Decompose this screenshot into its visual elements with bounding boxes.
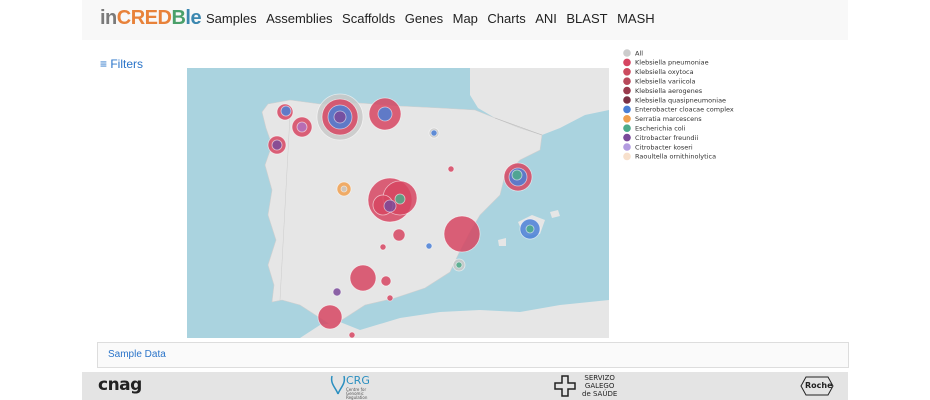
- bubble[interactable]: [340, 185, 348, 193]
- legend-label[interactable]: Enterobacter cloacae complex: [635, 106, 734, 114]
- legend-swatch[interactable]: [623, 68, 631, 76]
- legend-swatch[interactable]: [623, 133, 631, 142]
- crg-icon: [330, 375, 346, 395]
- bubble[interactable]: [392, 228, 406, 242]
- legend-label[interactable]: Klebsiella pneumoniae: [635, 59, 709, 67]
- legend-swatch[interactable]: [623, 105, 631, 114]
- bubble[interactable]: [332, 287, 342, 297]
- bubbles: [267, 93, 541, 338]
- nav-item[interactable]: Scaffolds: [342, 11, 396, 26]
- legend-label[interactable]: Klebsiella quasipneumoniae: [635, 96, 726, 104]
- legend-label[interactable]: Klebsiella variicola: [635, 78, 696, 86]
- bubble[interactable]: [377, 106, 393, 122]
- cnag-logo: cnag: [98, 375, 142, 395]
- bubble[interactable]: [394, 193, 406, 205]
- legend-swatch[interactable]: [623, 86, 631, 95]
- sergas-icon: [554, 375, 576, 397]
- crg-logo: CRG: [346, 374, 370, 387]
- legend-label[interactable]: Serratia marcescens: [635, 115, 702, 123]
- sample-data-panel[interactable]: [97, 342, 849, 368]
- crg-subtitle: Centre for Genomic Regulation: [346, 387, 368, 400]
- sample-data-link[interactable]: Sample Data: [108, 349, 166, 360]
- map[interactable]: [187, 68, 609, 338]
- nav: Samples Assemblies Scaffolds Genes Map Charts…: [206, 11, 655, 26]
- bubble[interactable]: [317, 304, 343, 330]
- border: [494, 117, 543, 136]
- land-africa: [300, 300, 609, 338]
- bubble[interactable]: [430, 129, 438, 137]
- legend-label[interactable]: Citrobacter koseri: [635, 143, 693, 151]
- legend-swatch[interactable]: [623, 49, 631, 57]
- nav-item[interactable]: Map: [452, 11, 478, 26]
- sergas-line: de SAÚDE: [582, 390, 618, 398]
- nav-item[interactable]: Samples: [206, 11, 257, 26]
- legend-swatch[interactable]: [623, 152, 631, 161]
- sergas-logo: SERVIZO GALEGO de SAÚDE: [582, 374, 617, 398]
- logo-part: CRED: [116, 7, 172, 29]
- roche-hexagon: [800, 376, 834, 396]
- footer: [82, 372, 848, 400]
- logo-part: in: [100, 7, 117, 29]
- sergas-line: SERVIZO: [584, 374, 615, 382]
- logo-part: B: [171, 7, 186, 29]
- bubble[interactable]: [447, 165, 455, 173]
- header-bar: [82, 0, 848, 40]
- legend-swatch[interactable]: [623, 143, 631, 151]
- bubble[interactable]: [280, 105, 292, 117]
- nav-item[interactable]: ANI: [535, 11, 557, 26]
- legend-swatch[interactable]: [623, 124, 631, 132]
- legend-label[interactable]: All: [635, 49, 643, 57]
- nav-item[interactable]: Genes: [404, 11, 444, 26]
- bubble[interactable]: [525, 224, 535, 234]
- legend-swatch[interactable]: [623, 96, 631, 104]
- nav-item[interactable]: MASH: [617, 11, 655, 26]
- bubble[interactable]: [386, 294, 394, 302]
- bubble[interactable]: [511, 169, 523, 181]
- legend-label[interactable]: Escherichia coli: [635, 125, 686, 133]
- legend-label[interactable]: Klebsiella oxytoca: [635, 68, 694, 76]
- nav-item[interactable]: Assemblies: [266, 11, 333, 26]
- bubble[interactable]: [383, 199, 397, 213]
- bubble[interactable]: [379, 243, 387, 251]
- bubble[interactable]: [271, 139, 283, 151]
- logo[interactable]: inCREDBle: [100, 7, 202, 30]
- logo-part: le: [185, 7, 202, 29]
- nav-item[interactable]: Charts: [487, 11, 526, 26]
- land-france: [470, 68, 609, 135]
- island-ibiza: [498, 238, 506, 246]
- nav-item[interactable]: BLAST: [566, 11, 608, 26]
- legend-swatch[interactable]: [623, 115, 631, 123]
- legend-label[interactable]: Raoultella ornithinolytica: [635, 153, 716, 161]
- legend-label[interactable]: Citrobacter freundii: [635, 134, 698, 142]
- bubble[interactable]: [455, 261, 463, 269]
- legend-swatch[interactable]: [623, 58, 631, 67]
- sergas-line: GALEGO: [584, 382, 615, 390]
- filters-link[interactable]: ≡ Filters: [100, 57, 144, 71]
- legend-label[interactable]: Klebsiella aerogenes: [635, 87, 703, 95]
- bubble[interactable]: [425, 242, 433, 250]
- bubble[interactable]: [296, 121, 308, 133]
- bubble[interactable]: [443, 215, 481, 253]
- island-menorca: [550, 210, 560, 218]
- bubble[interactable]: [348, 331, 356, 338]
- legend-swatch[interactable]: [623, 77, 631, 85]
- bubble[interactable]: [349, 264, 377, 292]
- roche-logo: Roche: [805, 381, 833, 390]
- bubble[interactable]: [333, 110, 347, 124]
- bubble[interactable]: [380, 275, 392, 287]
- border: [279, 114, 291, 301]
